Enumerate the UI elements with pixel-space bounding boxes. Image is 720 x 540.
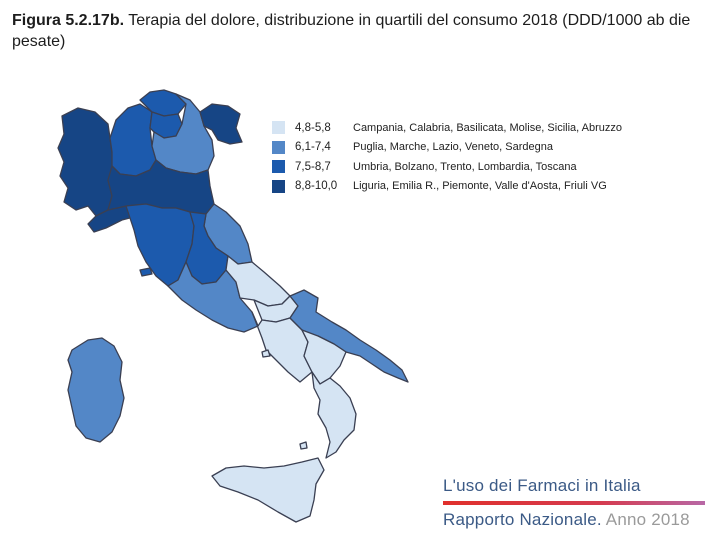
report-year: Anno 2018	[605, 510, 690, 529]
footer-divider	[443, 501, 705, 505]
region-piemonte	[57, 107, 115, 217]
region-sicilia	[211, 457, 325, 523]
legend-range: 4,8-5,8	[295, 121, 331, 134]
report-series-title: L'uso dei Farmaci in Italia	[443, 476, 641, 495]
legend-row: 8,8-10,0 Liguria, Emilia R., Piemonte, V…	[272, 177, 622, 197]
legend-regions: Puglia, Marche, Lazio, Veneto, Sardegna	[353, 141, 553, 154]
legend-range: 6,1-7,4	[295, 141, 331, 154]
report-name: Rapporto Nazionale.	[443, 510, 602, 529]
region-calabria	[311, 371, 357, 459]
report-subtitle: Rapporto Nazionale. Anno 2018	[443, 510, 690, 530]
legend-range: 7,5-8,7	[295, 160, 331, 173]
figure-label: Figura 5.2.17b.	[12, 12, 125, 29]
legend-regions: Campania, Calabria, Basilicata, Molise, …	[353, 121, 623, 134]
map-legend: 4,8-5,8 Campania, Calabria, Basilicata, …	[272, 118, 622, 196]
figure-caption: Terapia del dolore, distribuzione in qua…	[12, 12, 691, 50]
region-lombardia	[109, 103, 157, 177]
figure-title: Figura 5.2.17b. Terapia del dolore, dist…	[12, 10, 708, 52]
island-ischia	[261, 349, 271, 358]
legend-swatch	[272, 140, 285, 154]
legend-regions: Umbria, Bolzano, Trento, Lombardia, Tosc…	[353, 160, 577, 173]
legend-range: 8,8-10,0	[295, 180, 338, 193]
legend-row: 7,5-8,7 Umbria, Bolzano, Trento, Lombard…	[272, 157, 622, 177]
legend-row: 6,1-7,4 Puglia, Marche, Lazio, Veneto, S…	[272, 138, 622, 158]
legend-swatch	[272, 121, 285, 135]
legend-swatch	[272, 160, 285, 174]
island-elba	[139, 267, 153, 277]
legend-regions: Liguria, Emilia R., Piemonte, Valle d'Ao…	[353, 180, 607, 193]
island-eolie	[299, 441, 308, 450]
legend-swatch	[272, 179, 285, 193]
legend-row: 4,8-5,8 Campania, Calabria, Basilicata, …	[272, 118, 622, 138]
region-friuli	[199, 103, 243, 145]
region-sardegna	[67, 337, 125, 443]
